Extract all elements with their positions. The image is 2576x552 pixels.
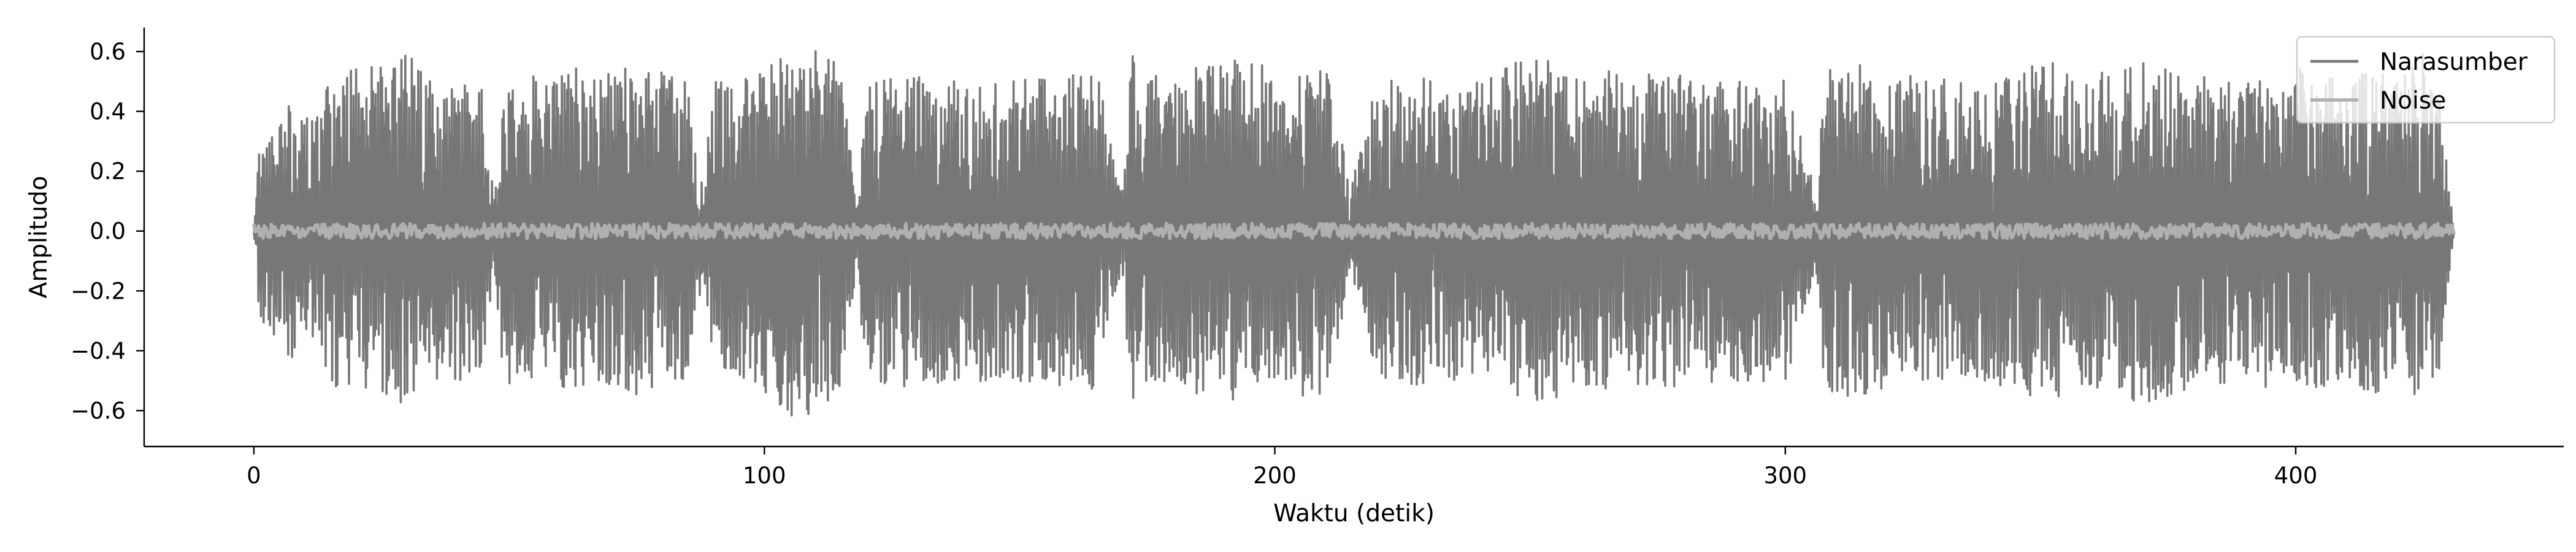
y-tick-label: 0.6 [90,39,126,65]
legend-box [2296,36,2556,124]
y-tick-label: 0.0 [90,218,126,245]
legend: Narasumber Noise [2296,36,2556,124]
y-tick-label: −0.4 [71,338,126,364]
axes-layer [143,28,2564,448]
x-ticks: 0 100 200 300 400 [247,447,2317,489]
legend-label-noise: Noise [2380,87,2446,115]
x-tick-label: 0 [247,462,261,489]
y-tick-label: −0.2 [71,278,126,304]
x-tick-label: 200 [1253,462,1297,489]
y-tick-label: 0.4 [90,99,126,125]
legend-label-narasumber: Narasumber [2380,48,2528,76]
series-layer [252,50,2456,417]
y-tick-label: −0.6 [71,397,126,424]
y-ticks: −0.6 −0.4 −0.2 0.0 0.2 0.4 0.6 [71,39,144,424]
x-tick-label: 400 [2274,462,2318,489]
y-tick-label: 0.2 [90,158,126,185]
y-axis-title: Amplitudo [25,176,53,299]
x-tick-label: 100 [743,462,786,489]
series-line-narasumber [253,50,2455,417]
x-tick-label: 300 [1763,462,1807,489]
x-axis-title: Waktu (detik) [1273,500,1435,527]
series-line-noise [252,221,2456,240]
plot-area [252,50,2456,417]
